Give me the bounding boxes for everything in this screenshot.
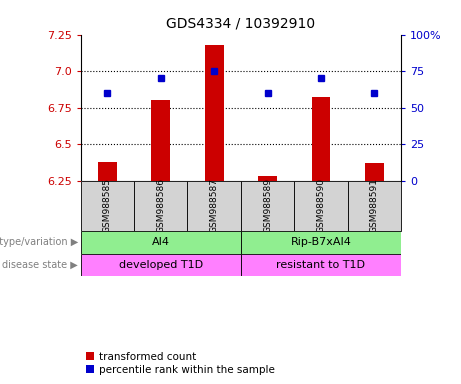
Text: GSM988587: GSM988587 (210, 178, 219, 233)
Bar (241, 254, 401, 276)
Legend: transformed count, percentile rank within the sample: transformed count, percentile rank withi… (86, 352, 275, 375)
Bar (81, 254, 241, 276)
Bar (134, 180, 188, 231)
Text: GSM988585: GSM988585 (103, 178, 112, 233)
Bar (81, 180, 134, 231)
Text: disease state ▶: disease state ▶ (2, 260, 78, 270)
Bar (188, 180, 241, 231)
Text: GSM988591: GSM988591 (370, 178, 379, 233)
Title: GDS4334 / 10392910: GDS4334 / 10392910 (166, 17, 315, 31)
Text: developed T1D: developed T1D (119, 260, 203, 270)
Bar (294, 180, 348, 231)
Bar (348, 180, 401, 231)
Bar (258, 176, 277, 180)
Bar (312, 98, 331, 180)
Bar (98, 162, 117, 180)
Bar (151, 100, 170, 180)
Bar (241, 231, 401, 254)
Text: Rip-B7xAI4: Rip-B7xAI4 (290, 237, 351, 247)
Bar (241, 180, 294, 231)
Text: GSM988590: GSM988590 (316, 178, 325, 233)
Bar (205, 45, 224, 180)
Text: GSM988586: GSM988586 (156, 178, 165, 233)
Bar (365, 163, 384, 180)
Text: resistant to T1D: resistant to T1D (277, 260, 366, 270)
Bar (81, 231, 241, 254)
Text: genotype/variation ▶: genotype/variation ▶ (0, 237, 78, 247)
Text: AI4: AI4 (152, 237, 170, 247)
Text: GSM988589: GSM988589 (263, 178, 272, 233)
